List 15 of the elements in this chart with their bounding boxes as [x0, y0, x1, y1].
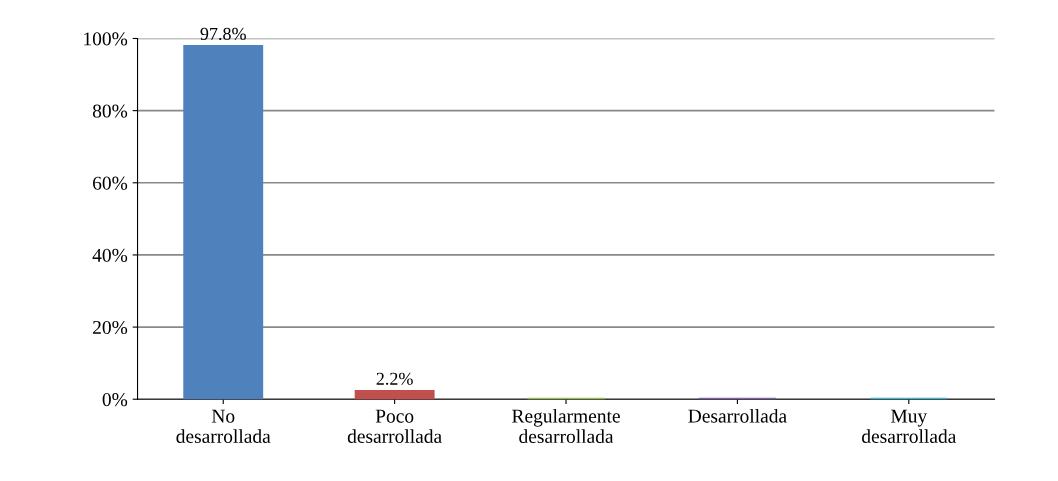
y-tick-label: 60% [93, 176, 128, 190]
bar [354, 389, 435, 400]
x-tick-label: Regularmente desarrollada [512, 408, 620, 444]
x-tick-label: Desarrollada [688, 408, 787, 423]
y-tick-label: 80% [92, 104, 128, 118]
y-tick-label: 0% [102, 393, 128, 407]
x-tick-label: Poco desarrollada [347, 409, 442, 443]
data-label: 2.2% [376, 372, 413, 385]
y-tick-label: 20% [93, 320, 128, 335]
y-tick-label: 100% [84, 32, 128, 46]
y-tick-label: 40% [92, 248, 128, 262]
x-tick-label: Muy desarrollada [862, 409, 957, 443]
data-label: 97.8% [200, 27, 246, 41]
bar [183, 45, 264, 400]
x-tick-label: No desarrollada [176, 409, 271, 443]
